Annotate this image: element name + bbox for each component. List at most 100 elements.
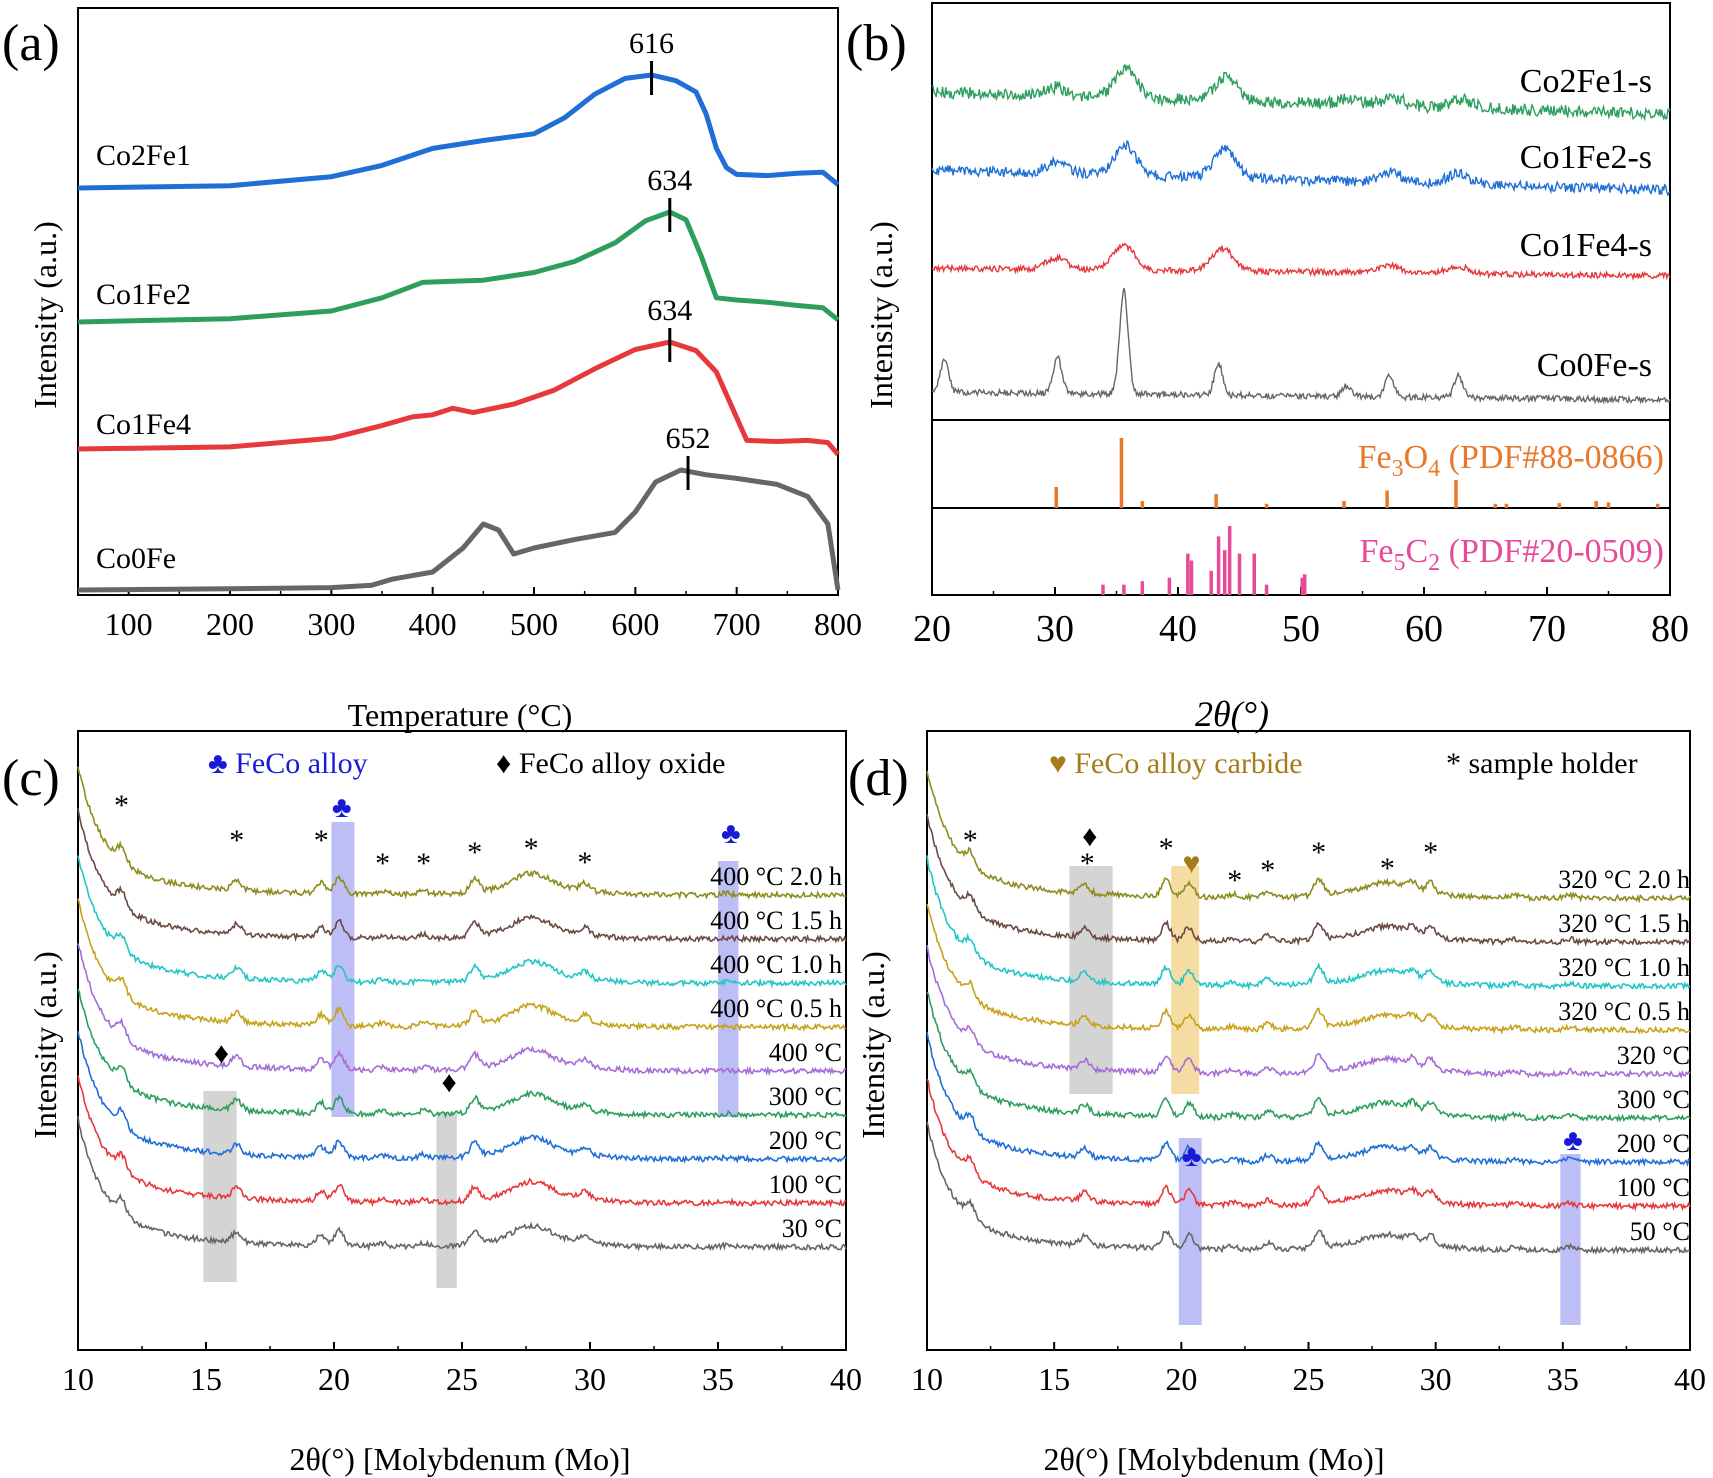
panel-c-peak-marker: * (375, 847, 390, 880)
y-axis-label-a: Intensity (a.u.) (27, 221, 63, 409)
panel-c-series-label: 400 °C 2.0 h (710, 862, 842, 891)
peak-label: 634 (647, 164, 692, 197)
panel-d-series-line (926, 855, 1691, 992)
panel-c-series-label: 200 °C (769, 1126, 842, 1155)
panel-c-x-tick-label: 10 (62, 1361, 94, 1397)
panel-c-series-label: 400 °C 1.5 h (710, 906, 842, 935)
panel-d-series-line (926, 944, 1691, 1080)
panel-c-series-label: 300 °C (769, 1082, 842, 1111)
panel-d-x-tick-label: 30 (1420, 1361, 1452, 1397)
panel-c-x-tick-label: 40 (830, 1361, 862, 1397)
panel-d-peak-marker: ♦ (1082, 820, 1097, 853)
panel-d-series-line (926, 903, 1691, 1035)
panel-c-x-tick-label: 20 (318, 1361, 350, 1397)
panel-d-highlight-band (1178, 1138, 1202, 1325)
panel-c-series-label: 400 °C 1.0 h (710, 950, 842, 979)
panel-d-series-label: 320 °C 0.5 h (1558, 997, 1690, 1026)
panel-d-peak-marker: ♥ (1183, 847, 1201, 880)
panel-d-x-tick-label: 10 (911, 1361, 943, 1397)
series-label: Co2Fe1-s (1520, 63, 1652, 100)
panel-b-x-tick-label: 50 (1282, 608, 1320, 650)
panel-d-x-tick-label: 40 (1674, 1361, 1706, 1397)
panel-a-x-tick-label: 800 (814, 606, 862, 642)
peak-label: 634 (647, 294, 692, 327)
panel-d-peak-marker: * (1080, 847, 1095, 880)
panel-a-x-tick-label: 600 (611, 606, 659, 642)
panel-d-peak-marker: ♣ (1182, 1140, 1202, 1173)
panel-c-series-line (77, 1116, 847, 1252)
panel-d-peak-marker: * (1423, 836, 1438, 869)
panel-d-series-line (926, 813, 1691, 948)
panel-d-series-label: 200 °C (1617, 1129, 1690, 1158)
y-axis-label-b: Intensity (a.u.) (863, 221, 899, 409)
panel-c-highlight-band (718, 861, 739, 1117)
panel-d-series-label: 100 °C (1617, 1173, 1690, 1202)
panel-d-peak-marker: * (1159, 832, 1174, 865)
panel-a-plot-frame (77, 7, 839, 596)
panel-d-peak-marker: * (1260, 854, 1275, 887)
panel-d-series-line (926, 1031, 1691, 1168)
panel-d-x-tick-label: 15 (1038, 1361, 1070, 1397)
panel-c-highlight-band (436, 1112, 457, 1288)
panel-c-series-line (77, 943, 847, 1077)
series-label: Co1Fe4-s (1520, 227, 1652, 264)
panel-label-a: (a) (2, 15, 60, 72)
series-label: Co2Fe1 (96, 139, 191, 172)
panel-c-peak-marker: * (229, 824, 244, 857)
panel-d-series-label: 320 °C (1617, 1041, 1690, 1070)
reference-label: Fe3O4 (PDF#88-0866) (1358, 439, 1664, 482)
x-axis-label-a: Temperature (°C) (348, 697, 573, 733)
panel-c-series-line (77, 766, 847, 901)
panel-d-series-label: 50 °C (1630, 1217, 1690, 1246)
series-line-co1fe4-s (931, 242, 1671, 282)
peak-label: 616 (629, 27, 674, 60)
panel-c-series-line (77, 1075, 847, 1209)
panel-d-series-label: 300 °C (1617, 1085, 1690, 1114)
panel-label-d: (d) (848, 750, 909, 807)
panel-c-x-tick-label: 15 (190, 1361, 222, 1397)
series-label: Co0Fe (96, 542, 176, 575)
panel-c-series-label: 400 °C 0.5 h (710, 994, 842, 1023)
x-axis-label-d: 2θ(°) [Molybdenum (Mo)] (1044, 1441, 1385, 1477)
panel-d-series-line (926, 1121, 1691, 1255)
panel-c-peak-marker: * (467, 836, 482, 869)
panel-d-series-label: 320 °C 1.0 h (1558, 953, 1690, 982)
panel-c-series-label: 100 °C (769, 1170, 842, 1199)
panel-c-series-line (77, 988, 847, 1120)
panel-label-c: (c) (2, 750, 60, 807)
panel-a-x-tick-label: 400 (409, 606, 457, 642)
panel-d-highlight-band (1560, 1154, 1581, 1325)
x-axis-label-c: 2θ(°) [Molybdenum (Mo)] (290, 1441, 631, 1477)
panel-d-legend-entry: ♥ FeCo alloy carbide (1049, 747, 1303, 780)
panel-b-x-tick-label: 80 (1651, 608, 1689, 650)
panel-c-x-tick-label: 25 (446, 1361, 478, 1397)
panel-d-series-line (926, 1078, 1691, 1212)
panel-c-series-label: 30 °C (782, 1214, 842, 1243)
reference-label: Fe5C2 (PDF#20-0509) (1359, 533, 1664, 576)
panel-d-series-line (926, 991, 1691, 1123)
panel-d-series-label: 320 °C 2.0 h (1558, 865, 1690, 894)
panel-d: 10 15 20 25 30 35 40 320 °C 2.0 h 320 °C 1.5 h 32… (911, 730, 1706, 1397)
panel-b-x-tick-label: 70 (1528, 608, 1566, 650)
series-line-co2fe1 (77, 72, 840, 191)
panel-c-peak-marker: ♣ (332, 791, 352, 824)
panel-c-series-label: 400 °C (769, 1038, 842, 1067)
panel-c-highlight-band (203, 1091, 237, 1282)
series-line-co1fe4 (77, 339, 840, 457)
panel-a-x-tick-label: 100 (105, 606, 153, 642)
series-label: Co0Fe-s (1537, 347, 1652, 384)
panel-d-peak-marker: * (1227, 864, 1242, 897)
panel-a-x-tick-label: 300 (307, 606, 355, 642)
panel-d-peak-marker: * (1380, 852, 1395, 885)
series-line-co0fe (77, 467, 841, 593)
panel-a-x-tick-label: 500 (510, 606, 558, 642)
panel-c-legend-entry: ♣ FeCo alloy (208, 747, 368, 780)
panel-c-x-tick-label: 30 (574, 1361, 606, 1397)
panel-d-x-tick-label: 25 (1293, 1361, 1325, 1397)
panel-b: 20 30 40 50 60 70 80 Co2Fe1-s Co1Fe2-s Co1Fe4-s Co… (913, 2, 1689, 650)
panel-d-x-tick-label: 35 (1547, 1361, 1579, 1397)
panel-label-b: (b) (846, 15, 907, 72)
panel-c-peak-marker: * (416, 847, 431, 880)
panel-c-series-line (77, 1030, 847, 1164)
